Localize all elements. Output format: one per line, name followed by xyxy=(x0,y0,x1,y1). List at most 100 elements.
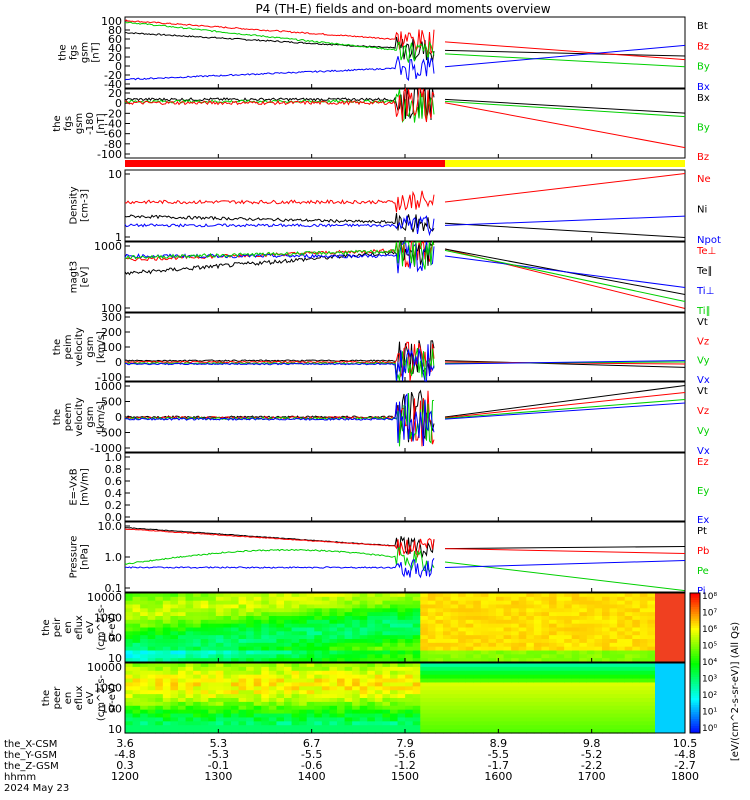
y-axis-label: [nPa] xyxy=(80,544,91,570)
spectrogram-cell xyxy=(526,612,535,617)
spectrogram-cell xyxy=(367,717,376,722)
spectrogram-cell xyxy=(268,593,278,598)
legend-label: Bz xyxy=(697,41,709,52)
spectrogram-cell xyxy=(556,666,565,672)
spectrogram-cell xyxy=(427,596,437,602)
spectrogram-cell xyxy=(647,654,656,659)
spectrogram-cell xyxy=(488,639,497,644)
spectrogram-cell xyxy=(268,682,278,687)
spectrogram-cell xyxy=(299,709,308,715)
spectrogram-cell xyxy=(405,678,414,684)
spectrogram-cell xyxy=(397,682,406,687)
spectrogram-cell xyxy=(284,654,293,659)
spectrogram-cell xyxy=(427,698,437,703)
spectrogram-cell xyxy=(367,616,376,621)
spectrogram-cell xyxy=(549,593,558,598)
legend-label: Bx xyxy=(697,82,710,93)
spectrogram-cell xyxy=(488,717,497,722)
spectrogram-cell xyxy=(178,612,187,617)
spectrogram-cell xyxy=(246,658,255,663)
colorbar-cell xyxy=(690,688,700,692)
spectrogram-cell xyxy=(496,596,505,602)
spectrogram-cell xyxy=(185,678,194,684)
spectrogram-cell xyxy=(170,600,179,606)
spectrogram-cell xyxy=(367,666,376,672)
colorbar-cell xyxy=(690,595,700,599)
spectrogram-cell xyxy=(488,619,497,625)
spectrogram-cell xyxy=(586,686,596,691)
spectrogram-cell xyxy=(223,623,232,629)
spectrogram-cell xyxy=(488,729,497,734)
spectrogram-cell xyxy=(314,717,323,722)
spectrogram-cell xyxy=(549,650,558,655)
spectrogram-cell xyxy=(412,674,421,680)
spectrogram-cell xyxy=(586,631,596,636)
spectrogram-cell xyxy=(465,616,474,621)
spectrogram-cell xyxy=(291,721,300,726)
spectrogram-cell xyxy=(215,604,225,609)
series-tail-Ni xyxy=(444,222,686,238)
spectrogram-cell xyxy=(155,674,164,680)
spectrogram-cell xyxy=(321,639,331,644)
spectrogram-cell xyxy=(488,709,497,715)
spectrogram-cell xyxy=(435,604,444,609)
spectrogram-cell xyxy=(329,608,338,613)
spectrogram-cell xyxy=(594,646,603,652)
spectrogram-cell xyxy=(427,631,437,636)
spectrogram-cell xyxy=(291,690,300,695)
spectrogram-cell xyxy=(450,635,459,640)
legend-label: Pb xyxy=(697,546,709,557)
spectrogram-cell xyxy=(314,604,323,609)
spectrogram-cell xyxy=(132,670,141,676)
spectrogram-cell xyxy=(178,600,187,606)
legend-label: By xyxy=(697,62,710,73)
spectrogram-cell xyxy=(609,623,618,629)
y-tick-label: 20 xyxy=(108,51,122,64)
spectrogram-cell xyxy=(496,623,505,629)
spectrogram-cell xyxy=(465,666,474,672)
spectrogram-cell xyxy=(405,631,414,636)
spectrogram-cell xyxy=(200,654,209,659)
spectrogram-cell xyxy=(337,682,346,687)
spectrogram-cell xyxy=(147,713,156,719)
spectrogram-cell xyxy=(397,650,406,655)
x-axis-row-label: the_X-CSM xyxy=(4,739,57,750)
spectrogram-cell xyxy=(564,619,573,625)
y-tick-label: 1000 xyxy=(94,380,122,393)
spectrogram-cell xyxy=(390,658,399,663)
spectrogram-cell xyxy=(518,650,527,655)
spectrogram-cell xyxy=(420,686,429,691)
spectrogram-cell xyxy=(261,596,270,602)
spectrogram-cell xyxy=(465,623,474,629)
spectrogram-cell xyxy=(397,725,406,730)
spectrogram-cell xyxy=(480,663,490,668)
spectrogram-cell xyxy=(125,678,134,684)
spectrogram-cell xyxy=(352,698,361,703)
spectrogram-cell xyxy=(162,713,172,719)
spectrogram-cell xyxy=(374,717,384,722)
spectrogram-cell xyxy=(405,721,414,726)
spectrogram-cell xyxy=(223,619,232,625)
spectrogram-cell xyxy=(200,616,209,621)
spectrogram-cell xyxy=(397,627,406,632)
spectrogram-cell xyxy=(617,729,626,734)
spectrogram-cell xyxy=(639,623,649,629)
spectrogram-cell xyxy=(291,663,300,668)
spectrogram-cell xyxy=(480,717,490,722)
spectrogram-cell xyxy=(382,639,391,644)
spectrogram-cell xyxy=(215,705,225,711)
spectrogram-cell xyxy=(193,650,202,655)
spectrogram-cell xyxy=(223,596,232,602)
spectrogram-cell xyxy=(586,619,596,625)
spectrogram-cell xyxy=(299,600,308,606)
spectrogram-cell xyxy=(624,654,633,659)
spectrogram-cell xyxy=(215,694,225,699)
spectrogram-cell xyxy=(617,623,626,629)
spectrogram-cell xyxy=(579,608,588,613)
spectrogram-cell xyxy=(564,604,573,609)
y-tick-label: 10000 xyxy=(87,661,122,674)
spectrogram-cell xyxy=(231,686,240,691)
spectrogram-cell xyxy=(594,686,603,691)
spectrogram-cell xyxy=(231,600,240,606)
spectrogram-cell xyxy=(359,682,368,687)
